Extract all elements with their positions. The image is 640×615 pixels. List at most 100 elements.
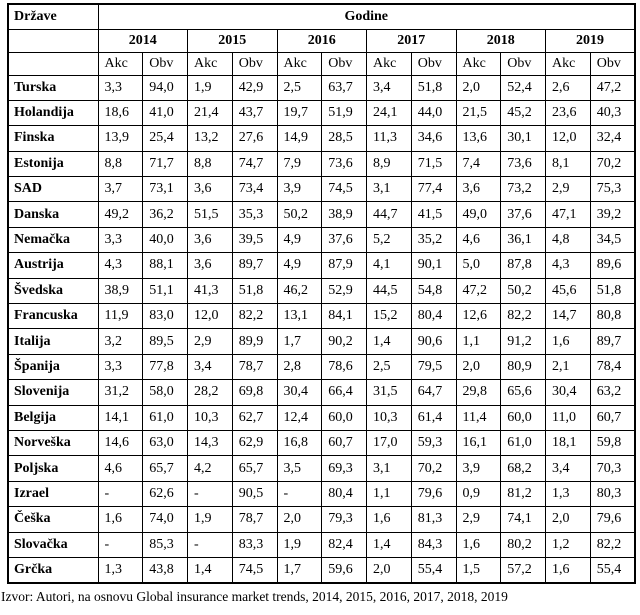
value-cell: 49,0: [455, 201, 502, 228]
value-cell: 28,2: [187, 379, 233, 406]
country-cell: Finska: [7, 125, 99, 152]
value-cell: 65,7: [231, 455, 278, 482]
value-cell: 36,1: [500, 226, 546, 254]
value-cell: 37,6: [321, 226, 367, 254]
value-cell: 66,4: [321, 379, 367, 406]
value-cell: 63,0: [142, 429, 188, 457]
value-cell: 4,8: [545, 226, 591, 254]
value-cell: 89,9: [231, 328, 278, 355]
value-cell: 14,7: [545, 303, 591, 330]
value-cell: 37,6: [500, 201, 546, 228]
table-row: Slovačka -85,3-83,3 1,9 82,4 1,4 84,3 1,6 80,2 1…: [7, 531, 636, 558]
value-cell: 79,6: [589, 506, 636, 533]
value-cell: 1,1: [455, 328, 502, 355]
value-cell: 80,3: [589, 480, 636, 508]
value-cell: 3,9: [455, 455, 502, 482]
table-row: Belgija 14,1 61,0 10,3 62,7 12,4 60,0 10,3 61,4 1…: [7, 404, 636, 431]
country-cell: Nemačka: [7, 226, 99, 254]
value-cell: 41,5: [410, 201, 457, 228]
value-cell: 77,8: [142, 353, 188, 381]
akc-header: Akc: [187, 51, 233, 76]
value-cell: 80,8: [589, 303, 636, 330]
value-cell: 2,0: [455, 74, 502, 101]
value-cell: 1,2: [545, 531, 591, 558]
akc-header: Akc: [455, 51, 502, 76]
value-cell: 60,7: [321, 429, 367, 457]
obv-header: Obv: [589, 51, 636, 76]
value-cell: 4,3: [97, 252, 144, 279]
value-cell: 30,4: [545, 379, 591, 406]
country-cell: Grčka: [7, 556, 99, 584]
country-cell: Češka: [7, 506, 99, 533]
value-cell: 51,9: [321, 99, 367, 127]
value-cell: 28,5: [321, 125, 367, 152]
country-cell: Turska: [7, 74, 99, 101]
value-cell: 2,0: [545, 506, 591, 533]
value-cell: 2,1: [545, 353, 591, 381]
table-row: Danska 49,2 36,2 51,5 35,3 50,2 38,9 44,7 41,5 49…: [7, 201, 636, 228]
value-cell: 23,6: [545, 99, 591, 127]
value-cell: 51,8: [410, 74, 457, 101]
value-cell: 43,8: [142, 556, 188, 584]
value-cell: 88,1: [142, 252, 188, 279]
value-cell: 38,9: [97, 277, 144, 305]
value-cell: 3,4: [545, 455, 591, 482]
value-cell: 79,6: [410, 480, 457, 508]
value-cell: 2,9: [455, 506, 502, 533]
value-cell: 62,6: [142, 480, 188, 508]
value-cell: 74,5: [231, 556, 278, 584]
obv-header: Obv: [142, 51, 188, 76]
value-cell: 63,2: [589, 379, 636, 406]
value-cell: 16,8: [276, 429, 323, 457]
country-cell: Austrija: [7, 252, 99, 279]
value-cell: 18,1: [545, 429, 591, 457]
value-cell: 60,7: [589, 404, 636, 431]
value-cell: 1,9: [187, 74, 233, 101]
value-cell: 10,3: [366, 404, 412, 431]
table-row: Švedska 38,9 51,1 41,3 51,8 46,2 52,9 44,5 54,8 4…: [7, 277, 636, 305]
value-cell: 2,6: [545, 74, 591, 101]
corner-header-drzave: Države: [7, 3, 99, 30]
value-cell: 68,2: [500, 455, 546, 482]
value-cell: 3,1: [366, 455, 412, 482]
value-cell: 0,9: [455, 480, 502, 508]
value-cell: 61,0: [500, 429, 546, 457]
value-cell: 39,2: [589, 201, 636, 228]
value-cell: 41,3: [187, 277, 233, 305]
table-row: Poljska 4,6 65,7 4,2 65,7 3,5 69,3 3,1 70,2 3,9 68…: [7, 455, 636, 482]
value-cell: 40,3: [589, 99, 636, 127]
value-cell: 17,0: [366, 429, 412, 457]
table-row: Izrael -62,6-90,5-80,4 1,1 79,6 0,9 81,2 1,3 80…: [7, 480, 636, 508]
country-cell: Estonija: [7, 150, 99, 178]
value-cell: 12,0: [545, 125, 591, 152]
value-cell: 84,1: [321, 303, 367, 330]
value-cell: 78,4: [589, 353, 636, 381]
value-cell: 1,6: [545, 556, 591, 584]
value-cell: 8,8: [187, 150, 233, 178]
value-cell: 21,4: [187, 99, 233, 127]
value-cell: 3,3: [97, 353, 144, 381]
value-cell: 25,4: [142, 125, 188, 152]
value-cell: 55,4: [589, 556, 636, 584]
value-cell: 35,3: [231, 201, 278, 228]
value-cell: 2,8: [276, 353, 323, 381]
value-cell: 38,9: [321, 201, 367, 228]
value-cell: 4,6: [455, 226, 502, 254]
value-cell: 29,8: [455, 379, 502, 406]
value-cell: 11,9: [97, 303, 144, 330]
year-header-2018: 2018: [455, 28, 546, 53]
value-cell: 10,3: [187, 404, 233, 431]
value-cell: 58,0: [142, 379, 188, 406]
value-cell: 1,3: [545, 480, 591, 508]
value-cell: 14,1: [97, 404, 144, 431]
value-cell: 8,9: [366, 150, 412, 178]
value-cell: 45,6: [545, 277, 591, 305]
value-cell: 61,4: [410, 404, 457, 431]
value-cell: 13,1: [276, 303, 323, 330]
value-cell: 8,8: [97, 150, 144, 178]
empty-cell: [7, 51, 99, 76]
country-cell: Holandija: [7, 99, 99, 127]
year-header-2015: 2015: [187, 28, 278, 53]
value-cell: 78,7: [231, 353, 278, 381]
value-cell: 4,2: [187, 455, 233, 482]
